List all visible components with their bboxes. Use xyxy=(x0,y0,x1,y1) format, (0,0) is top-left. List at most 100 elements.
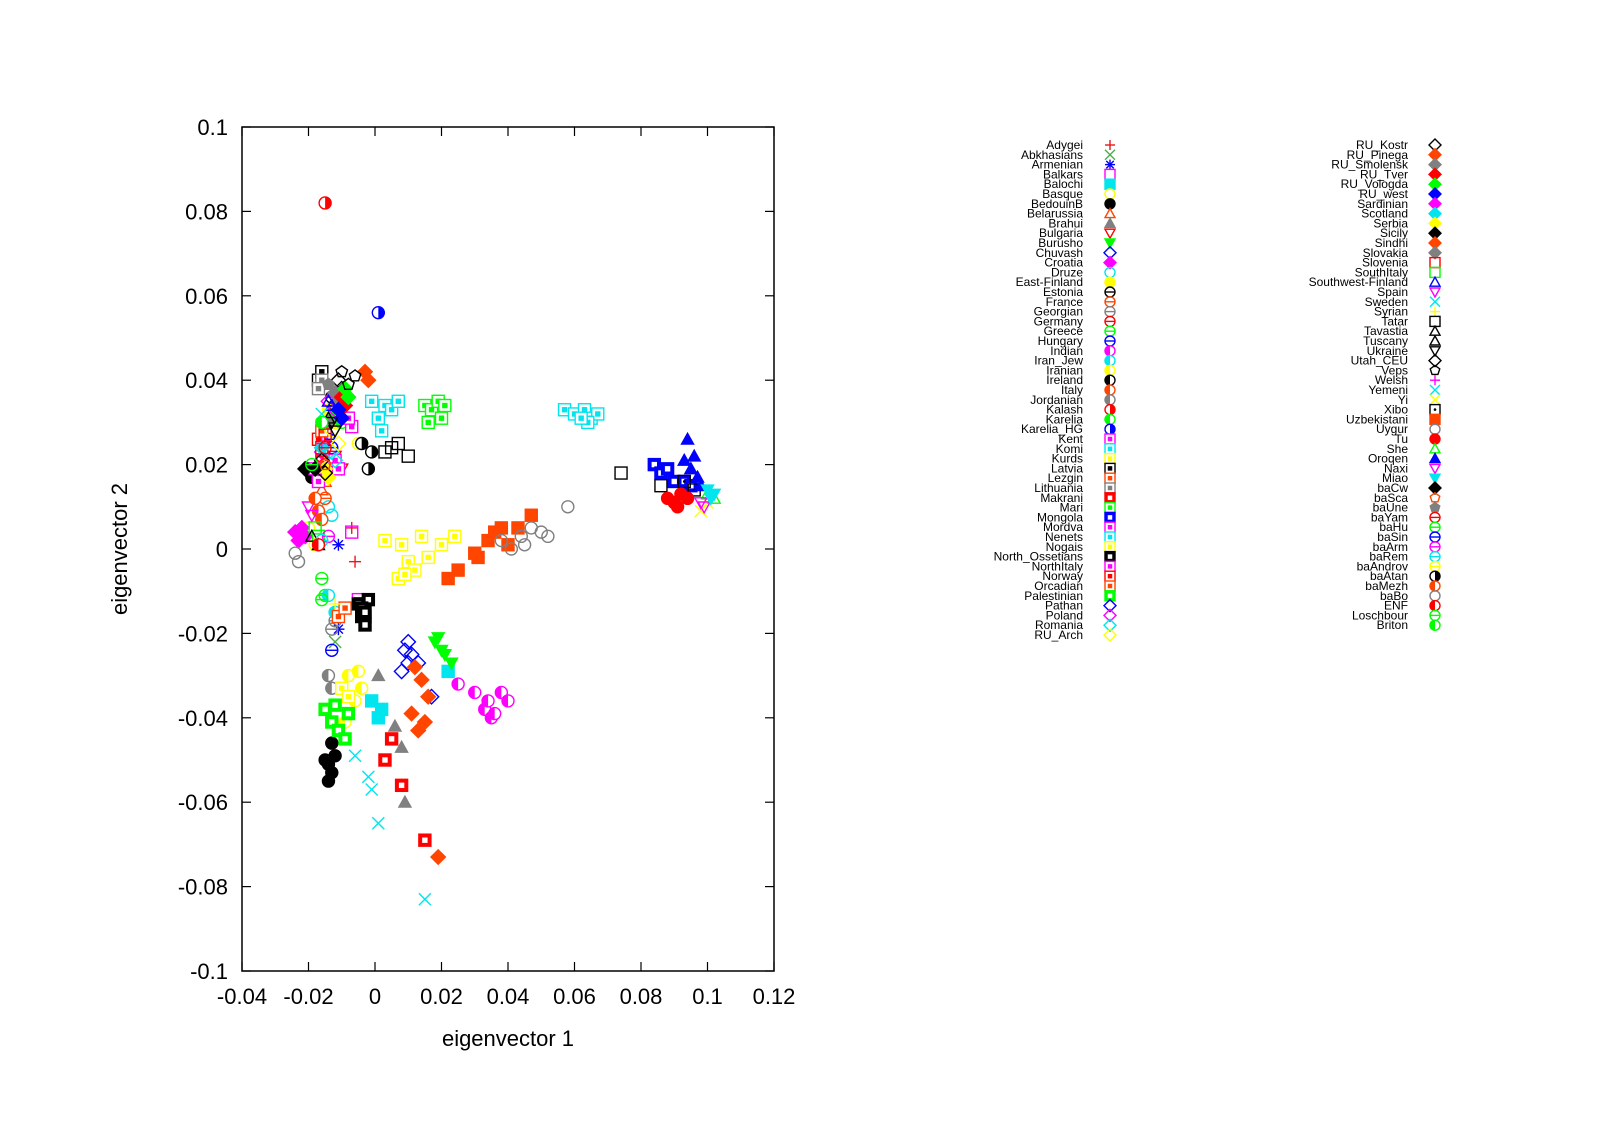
legend-label: Lithuania xyxy=(1034,481,1083,495)
legend-marker xyxy=(1428,463,1442,475)
legend-label: Balochi xyxy=(1044,177,1083,191)
series-baatan xyxy=(355,436,379,476)
legend-label: Miao xyxy=(1382,471,1408,485)
legend-label: She xyxy=(1387,442,1409,456)
x-tick-label: 0.08 xyxy=(620,984,663,1009)
data-point xyxy=(348,749,362,763)
data-point xyxy=(514,529,528,544)
data-point xyxy=(693,497,709,511)
legend-marker xyxy=(1429,296,1441,308)
legend-marker xyxy=(1428,346,1442,358)
legend-label: Jordanian xyxy=(1030,393,1083,407)
legend-label: Druze xyxy=(1051,265,1083,279)
data-point xyxy=(541,529,555,544)
data-point xyxy=(326,452,344,469)
legend-label: Uygur xyxy=(1376,422,1408,436)
x-tick-label: -0.04 xyxy=(217,984,267,1009)
legend-marker xyxy=(1103,238,1117,250)
legend-marker xyxy=(1104,462,1116,475)
series-bamezh xyxy=(308,491,322,506)
series-naxi xyxy=(693,497,712,515)
legend-marker xyxy=(1104,452,1116,465)
legend-label: Sweden xyxy=(1365,295,1408,309)
data-point xyxy=(534,525,548,539)
data-point xyxy=(361,462,376,476)
data-point xyxy=(427,636,443,650)
data-point xyxy=(330,435,347,452)
data-point xyxy=(378,753,392,767)
data-point xyxy=(420,688,437,705)
legend-label: Bulgaria xyxy=(1039,226,1083,240)
legend-marker xyxy=(1429,364,1441,376)
data-point xyxy=(706,488,722,502)
series-brahui xyxy=(371,668,413,808)
data-point xyxy=(406,658,424,676)
legend-label: RU_west xyxy=(1359,187,1408,201)
data-point xyxy=(468,685,482,700)
legend-label: Scotland xyxy=(1361,207,1408,221)
legend-marker xyxy=(1104,560,1116,573)
legend-marker xyxy=(1429,394,1441,406)
legend-marker xyxy=(1430,375,1440,386)
x-tick-label: 0.02 xyxy=(420,984,463,1009)
y-tick-label: 0.1 xyxy=(197,115,228,140)
data-point xyxy=(328,698,342,712)
series-ru-vologda xyxy=(336,380,357,406)
legend-marker xyxy=(1429,619,1441,631)
legend-label: Balkars xyxy=(1043,167,1083,181)
series-southwest-finland xyxy=(321,393,339,412)
data-point xyxy=(321,529,336,544)
series-nenets xyxy=(557,403,605,430)
data-point xyxy=(437,649,453,662)
series-komi xyxy=(364,394,405,438)
data-point xyxy=(325,643,339,657)
data-point xyxy=(371,668,386,682)
x-axis-title: eigenvector 1 xyxy=(442,1026,574,1051)
legend-label: Utah_CEU xyxy=(1351,354,1408,368)
legend-marker xyxy=(1428,287,1442,299)
legend-marker xyxy=(1105,159,1115,170)
legend-label: Belarussia xyxy=(1027,207,1083,221)
legend-label: East-Finland xyxy=(1016,275,1083,289)
data-point xyxy=(301,501,316,515)
series-basin xyxy=(325,643,339,657)
series-baune xyxy=(321,377,335,390)
legend-label: SouthItaly xyxy=(1355,265,1408,279)
data-point xyxy=(441,571,455,586)
legend-label: Slovakia xyxy=(1363,246,1409,260)
legend-label: Mari xyxy=(1060,501,1083,515)
legend-label: Hungary xyxy=(1038,334,1083,348)
series-makrani xyxy=(378,732,432,847)
data-point xyxy=(360,372,377,389)
legend-marker xyxy=(1104,443,1116,455)
legend-label: Kurds xyxy=(1052,452,1083,466)
legend-label: Tu xyxy=(1394,432,1408,446)
legend-label: Sindhi xyxy=(1375,236,1408,250)
legend-label: Nogais xyxy=(1046,540,1083,554)
legend-marker xyxy=(1430,306,1440,317)
x-tick-label: 0.04 xyxy=(487,984,530,1009)
data-point xyxy=(387,718,403,732)
data-point xyxy=(434,411,449,425)
legend-marker xyxy=(1428,473,1442,485)
y-tick-label: 0.06 xyxy=(185,284,228,309)
x-tick-label: 0.12 xyxy=(753,984,796,1009)
series-northitaly xyxy=(328,453,346,476)
data-point xyxy=(328,635,342,649)
data-point xyxy=(494,521,509,535)
y-tick-label: 0.02 xyxy=(185,453,228,478)
data-point xyxy=(315,571,329,586)
data-point xyxy=(429,848,447,866)
legend-label: Abkhasians xyxy=(1021,148,1083,162)
legend-label: Southwest-Finland xyxy=(1309,275,1408,289)
legend-marker xyxy=(1104,531,1116,543)
data-point xyxy=(351,664,366,679)
data-point xyxy=(408,563,422,577)
legend-marker xyxy=(1428,275,1442,287)
series-mari xyxy=(418,394,452,430)
legend-label: ENF xyxy=(1384,599,1408,613)
series-palestinian xyxy=(318,698,356,746)
y-axis: -0.1 -0.08 -0.06 -0.04 -0.02 0 0.02 0.04 0.06 0.0… xyxy=(178,115,774,984)
data-point xyxy=(325,736,339,750)
legend-marker xyxy=(1104,511,1116,524)
